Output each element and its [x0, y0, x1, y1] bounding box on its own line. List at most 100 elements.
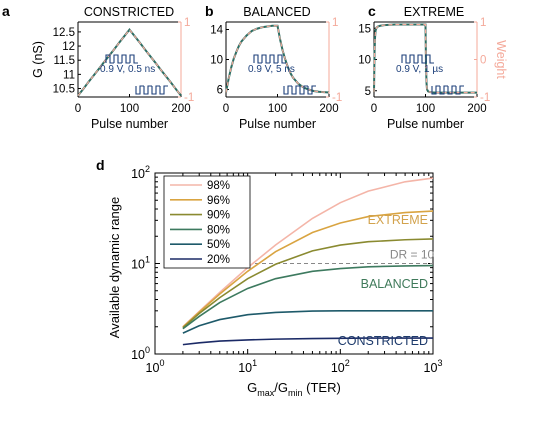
weight-tick-label: 1	[480, 17, 486, 29]
depression-pulse-icon	[135, 85, 168, 95]
x-axis-label: Pulse number	[387, 117, 464, 131]
weight-tick-label: 1	[184, 17, 190, 29]
tick-base: 10	[131, 348, 145, 362]
dr-reference-label: DR = 10	[390, 248, 435, 262]
x-axis-label-part: min	[288, 388, 303, 398]
series-line-96pct	[182, 210, 434, 328]
chart-title: EXTREME	[404, 5, 464, 19]
weight-tick-label: -1	[332, 92, 342, 104]
pulse-annotation: 0.9 V, 0.5 ns	[100, 64, 155, 75]
x-axis-label-part: max	[257, 388, 275, 398]
potentiation-pulse-icon	[401, 54, 434, 64]
series-line-90pct	[182, 238, 434, 329]
legend-label: 80%	[207, 224, 230, 236]
tick-base: 10	[131, 258, 145, 272]
tick-base: 10	[131, 167, 145, 181]
depression-pulse-icon	[283, 85, 316, 95]
x-tick-label: 200	[467, 103, 486, 115]
panel-letter: d	[96, 157, 105, 173]
panel-b: b BALANCED 0 100 200 6 10 14 -1 1 Pulse number 0.9 …	[205, 3, 342, 131]
tick-exponent: 1	[252, 358, 257, 368]
y-tick-label: 102	[131, 164, 150, 181]
target-weight-dashed-line	[225, 25, 330, 94]
series-line-20pct	[182, 337, 433, 346]
weight-tick-label: -1	[184, 92, 194, 104]
series-line-50pct	[182, 310, 433, 334]
panel-letter: a	[2, 3, 10, 19]
potentiation-pulse-icon	[253, 54, 286, 64]
legend-label: 20%	[207, 254, 230, 266]
tick-base: 10	[424, 361, 438, 375]
x-tick-label: 100	[120, 103, 139, 115]
region-label: CONSTRICTED	[338, 334, 428, 348]
potentiation-pulse-icon	[105, 54, 138, 64]
pulse-annotation: 0.9 V, 5 ns	[248, 64, 295, 75]
depression-pulse-icon	[431, 85, 464, 95]
x-tick-label: 100	[268, 103, 287, 115]
x-axis-label-part: G	[247, 380, 257, 395]
conductance-line	[77, 28, 182, 97]
weight-tick-label: -1	[480, 92, 490, 104]
panel-letter: b	[205, 3, 214, 19]
y-tick-label: 101	[131, 255, 150, 272]
x-tick-label: 102	[331, 358, 350, 375]
x-tick-label: 0	[371, 103, 377, 115]
y-tick-label: 12	[62, 41, 75, 53]
y-tick-label: 5	[365, 86, 371, 98]
x-axis-label: Gmax/Gmin (TER)	[247, 380, 341, 398]
tick-exponent: 1	[145, 255, 150, 265]
legend-label: 96%	[207, 195, 230, 207]
region-label: BALANCED	[361, 277, 428, 291]
series-line-98pct	[182, 177, 434, 328]
y-tick-label: 15	[358, 23, 371, 35]
panel-letter: c	[368, 3, 376, 19]
y-tick-label: 11	[63, 69, 75, 81]
y-axis-label: Available dynamic range	[107, 197, 122, 338]
x-tick-label: 100	[416, 103, 435, 115]
weight-axis-label: Weight	[494, 40, 508, 79]
target-weight-dashed-line	[373, 23, 477, 94]
y-tick-label: 6	[217, 85, 223, 97]
y-tick-label: 10	[210, 55, 223, 67]
region-label: EXTREME	[368, 213, 428, 227]
x-tick-label: 101	[238, 358, 257, 375]
tick-exponent: 2	[345, 358, 350, 368]
x-tick-label: 0	[75, 103, 81, 115]
tick-base: 10	[146, 361, 160, 375]
tick-exponent: 0	[159, 358, 164, 368]
x-tick-label: 103	[424, 358, 443, 375]
x-tick-label: 100	[146, 358, 165, 375]
y-tick-label: 14	[210, 25, 223, 37]
weight-tick-label: 0	[480, 55, 486, 67]
chart-title: CONSTRICTED	[84, 5, 174, 19]
y-tick-label: 100	[131, 345, 150, 362]
tick-exponent: 0	[145, 345, 150, 355]
tick-base: 10	[331, 361, 345, 375]
y-tick-label: 11.5	[53, 55, 75, 67]
tick-base: 10	[238, 361, 252, 375]
x-axis-label-part: (TER)	[303, 380, 341, 395]
chart-title: BALANCED	[243, 5, 310, 19]
panel-c: c EXTREME 0 100 200 5 10 15 -1 0 1 Pulse number Weig…	[358, 3, 508, 131]
legend-label: 50%	[207, 239, 230, 251]
x-axis-label-part: /G	[274, 380, 288, 395]
y-tick-label: 10.5	[53, 84, 75, 96]
x-tick-label: 200	[319, 103, 338, 115]
x-axis-label: Pulse number	[91, 117, 168, 131]
legend-label: 98%	[207, 180, 230, 192]
y-tick-label: 10	[358, 55, 371, 67]
weight-tick-label: 1	[332, 17, 338, 29]
x-tick-label: 200	[171, 103, 190, 115]
x-tick-label: 0	[223, 103, 229, 115]
tick-exponent: 2	[145, 164, 150, 174]
pulse-annotation: 0.9 V, 1 µs	[396, 64, 443, 75]
tick-exponent: 3	[437, 358, 442, 368]
panel-a: a CONSTRICTED 0 100 200 10.5 11 11.5 12 12.5 -1 1 Pu…	[2, 3, 194, 131]
x-axis-label: Pulse number	[239, 117, 316, 131]
y-axis-label: G (nS)	[31, 41, 45, 78]
y-tick-label: 12.5	[53, 27, 75, 39]
legend-label: 90%	[207, 210, 230, 222]
series-line-80pct	[182, 264, 434, 330]
